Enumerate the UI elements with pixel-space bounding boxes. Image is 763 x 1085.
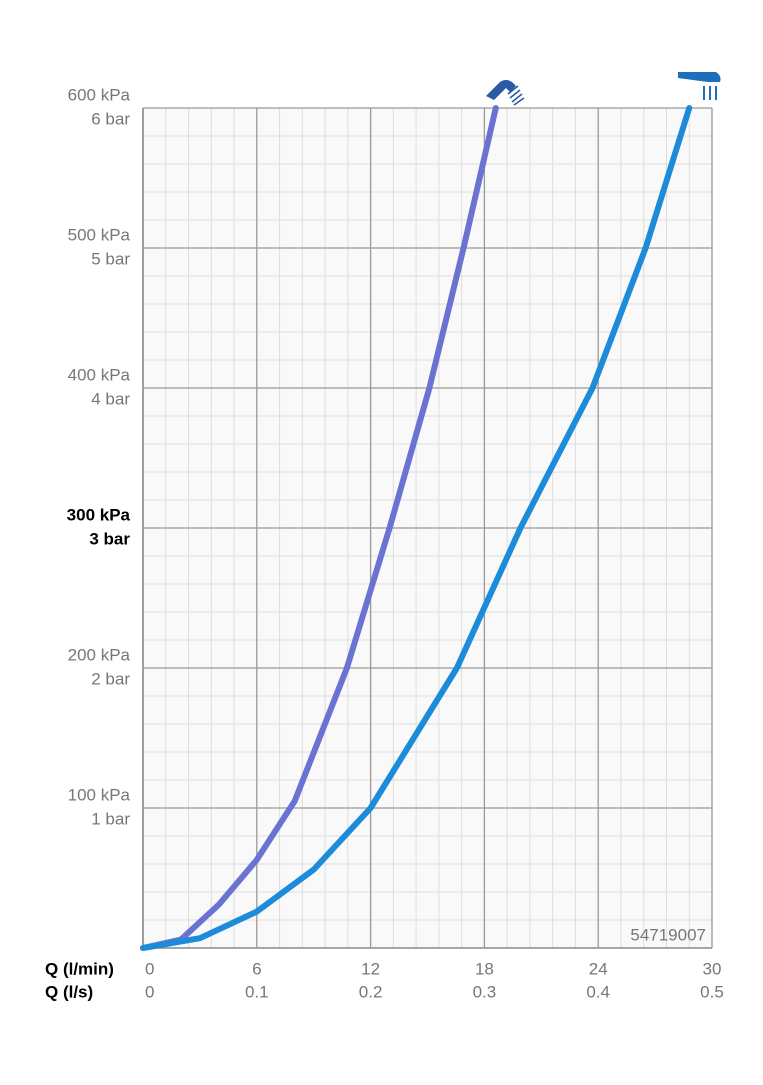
x-tick-label: 24 <box>589 959 608 978</box>
x-axis-label: Q (l/min) <box>45 959 114 978</box>
annotation: 54719007 <box>630 925 706 944</box>
x2-tick-label: 0.5 <box>700 982 724 1001</box>
hand-shower-icon <box>486 80 525 106</box>
x-tick-label: 0 <box>145 959 154 978</box>
y-tick-sublabel: 4 bar <box>91 389 130 408</box>
x2-tick-label: 0.1 <box>245 982 269 1001</box>
y-tick-sublabel: 6 bar <box>91 109 130 128</box>
x2-tick-label: 0.3 <box>473 982 497 1001</box>
y-tick-label: 100 kPa <box>68 785 131 804</box>
y-tick-label: 300 kPa <box>67 505 131 524</box>
y-tick-label: 600 kPa <box>68 85 131 104</box>
x-tick-label: 30 <box>703 959 722 978</box>
labels: 0 6 12 18 24 30 0 0.1 0.2 0.3 0.4 0.5 100 kPa 1 bar 20… <box>45 85 724 1001</box>
y-tick-label: 400 kPa <box>68 365 131 384</box>
x2-tick-label: 0.2 <box>359 982 383 1001</box>
y-tick-sublabel: 3 bar <box>89 529 130 548</box>
x2-tick-label: 0.4 <box>586 982 610 1001</box>
x-tick-label: 12 <box>361 959 380 978</box>
flow-curve <box>140 105 499 951</box>
flow-curve <box>140 105 693 951</box>
y-tick-sublabel: 1 bar <box>91 809 130 828</box>
x-tick-label: 18 <box>475 959 494 978</box>
overhead-shower-icon <box>678 72 721 100</box>
y-tick-sublabel: 5 bar <box>91 249 130 268</box>
x-tick-label: 6 <box>252 959 261 978</box>
curves <box>140 105 693 951</box>
y-tick-sublabel: 2 bar <box>91 669 130 688</box>
y-tick-label: 200 kPa <box>68 645 131 664</box>
grid <box>142 107 713 949</box>
y-tick-label: 500 kPa <box>68 225 131 244</box>
x2-axis-label: Q (l/s) <box>45 982 93 1001</box>
x2-tick-label: 0 <box>145 982 154 1001</box>
